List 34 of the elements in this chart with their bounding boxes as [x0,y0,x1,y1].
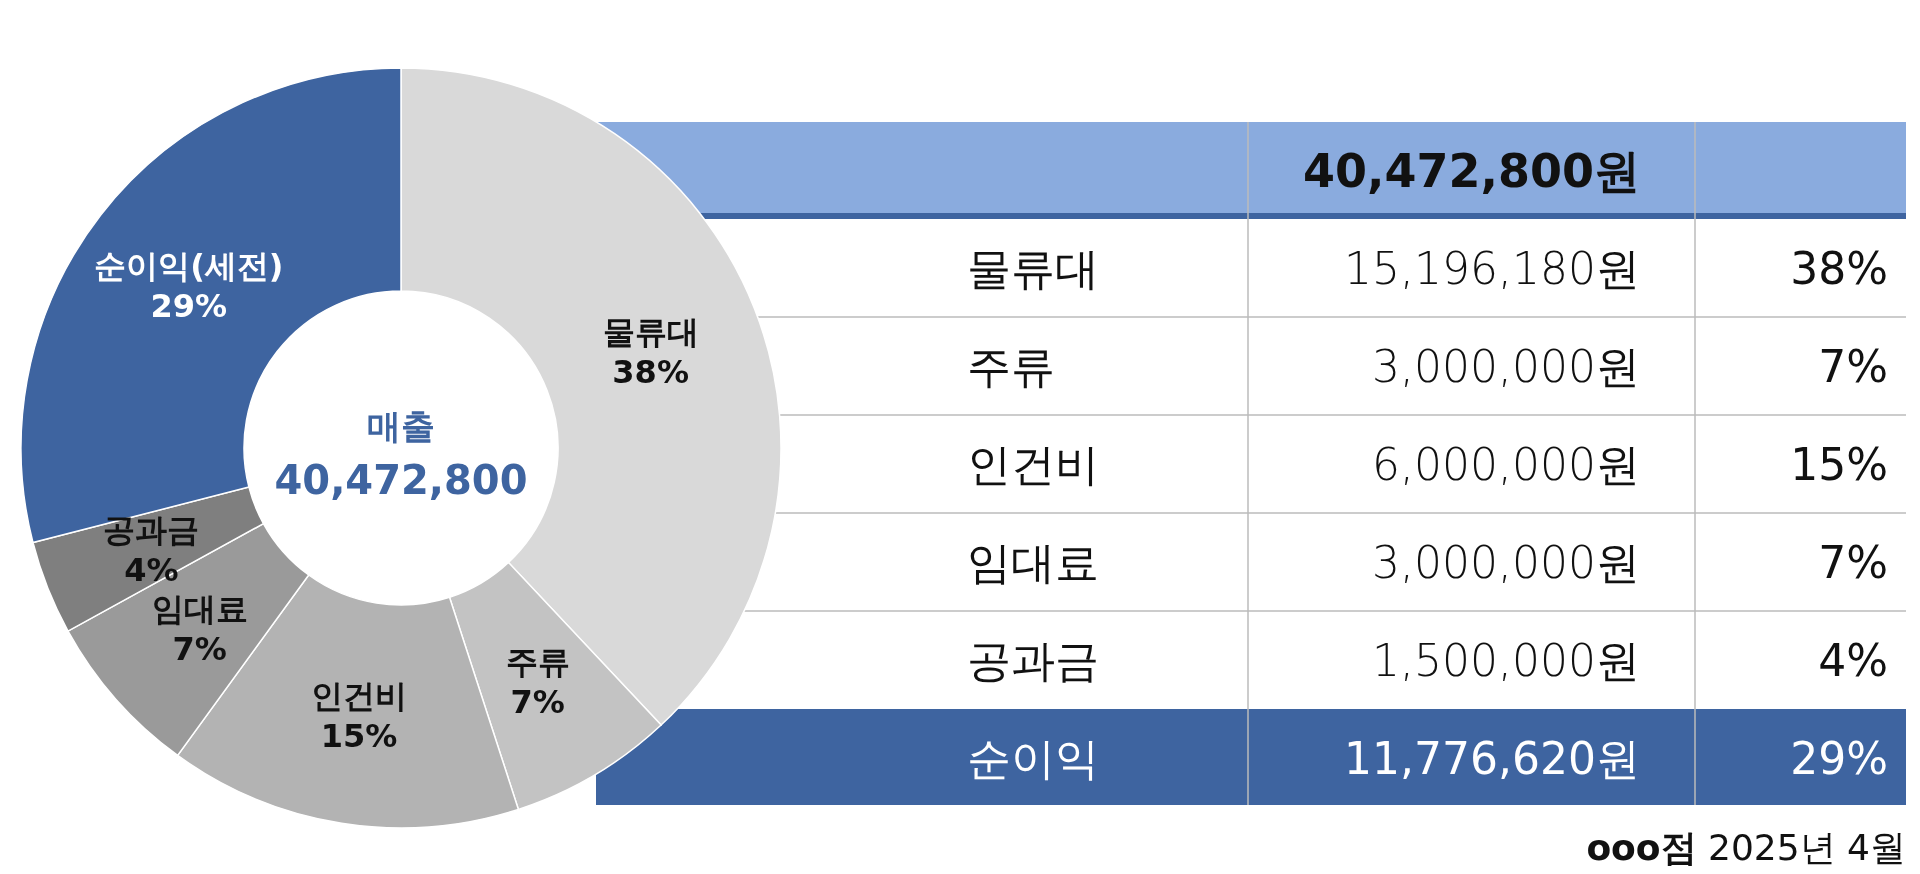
text: 매출 [367,406,435,446]
text: 주류 [967,341,1055,392]
text: 40,472,800원 [1302,143,1641,198]
data-label: 7% [510,683,565,722]
slice-label: 물류대 [602,313,699,352]
text: 3,000,000원 [1372,341,1640,392]
slice-label: 공과금 [103,510,200,549]
text: 7% [1818,537,1888,588]
text: 순이익 [967,733,1099,784]
text: 15,196,180원 [1344,243,1640,294]
text: 임대료 [967,537,1099,588]
text: 29% [1790,733,1888,784]
slice-label: 임대료 [151,589,248,628]
text: 물류대 [967,243,1099,294]
data-label: 7% [172,629,227,668]
text: 7% [1818,341,1888,392]
text: 인건비 [967,439,1099,490]
text: 공과금 [967,635,1099,686]
text: 6,000,000원 [1372,439,1640,490]
text: ooo점 2025년 4월 [1586,827,1906,868]
text: 1,500,000원 [1372,635,1640,686]
slice-label: 주류 [505,643,570,682]
data-label: 38% [612,353,689,392]
text: 11,776,620원 [1344,733,1640,784]
text: 4% [1818,635,1888,686]
text: 40,472,800 [274,457,528,503]
text: 3,000,000원 [1372,537,1640,588]
text: 15% [1790,439,1888,490]
slice-label: 순이익(세전) [94,247,284,286]
data-label: 4% [124,550,179,589]
text: 38% [1790,243,1888,294]
data-label: 15% [320,717,398,756]
slice-label: 인건비 [311,677,407,716]
data-label: 29% [150,287,228,326]
